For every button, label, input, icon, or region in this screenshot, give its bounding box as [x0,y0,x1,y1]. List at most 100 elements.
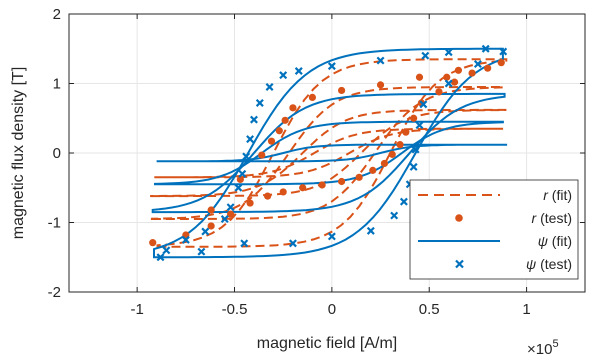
r-test-point [264,192,272,200]
series-0-loop [156,58,508,248]
x-axis-label: magnetic field [A/m] [257,335,398,352]
r-test-point [338,177,346,186]
legend-label-symbol: ψ [538,233,548,249]
psi-test-point-stroke [181,235,190,244]
psi-test-point-stroke [255,98,264,107]
r-test-point [275,127,283,135]
r-test-point [468,69,476,77]
legend-label-symbol: ψ [526,256,536,272]
r-test-point [435,88,443,96]
psi-test-point-stroke [240,239,249,248]
series-2-loop [153,47,504,259]
psi-test-point [444,48,453,57]
r-test-point [279,188,287,196]
psi-test-point [294,67,303,75]
psi-test-point-stroke [473,60,482,69]
legend-label-suffix: (fit) [548,187,572,203]
legend: r (fit) r (test) ψ (fit) ψ (test) [409,179,579,280]
r-test-point [443,73,451,81]
x-tick-label: 0.5 [419,301,440,318]
x-tick-label: -1 [130,301,143,318]
psi-test-point [376,56,385,65]
psi-test-point [409,162,418,171]
series-2-loop [154,120,504,186]
psi-test-point [473,60,482,69]
psi-test-point [366,226,375,235]
legend-swatch-dot [455,214,463,222]
r-test-point [289,104,297,112]
legend-swatch-x [455,259,464,269]
y-axis-label: magnetic flux density [T] [10,67,27,240]
r-test-point [380,159,389,168]
psi-test-point-stroke [390,211,399,220]
r-test-point [149,239,157,247]
psi-test-point-stroke [415,121,424,130]
r-test-point [308,93,316,101]
psi-test-point [242,152,251,161]
r-test-point [318,181,326,189]
legend-entry: r (fit) [418,187,572,203]
x-multiplier-exponent: 5 [552,338,558,350]
psi-test-point [181,235,190,244]
r-test-point [415,73,424,81]
tick-layer: -1 -0.5 0 0.5 1 -2 -1 0 1 2 [48,6,585,318]
psi-test-point-stroke [481,44,490,53]
psi-test-point-stroke [250,115,258,124]
psi-test-point [499,47,508,56]
psi-test-point-stroke [444,79,453,88]
r-test-point [207,206,215,214]
psi-test-point-stroke [327,62,336,71]
legend-label: ψ (test) [526,256,572,272]
r-test-point [388,150,396,158]
x-tick-label: 0 [328,301,336,318]
psi-test-point [240,239,249,248]
y-tick-label: -2 [48,284,61,301]
legend-entry: r (test) [455,210,572,226]
y-tick-label: -1 [48,215,61,232]
r-test-point [236,175,244,184]
psi-test-point [288,239,297,248]
psi-test-point [444,79,453,88]
psi-test-point-stroke [366,226,375,235]
x-tick-label: 1 [522,301,530,318]
r-test-point [258,151,266,159]
y-tick-label: 2 [53,6,61,23]
legend-label-symbol: r [532,210,538,226]
series-0-loop [150,86,505,220]
r-test-point [281,116,289,124]
psi-test-point [279,71,288,80]
psi-test-point-stroke [201,227,210,236]
r-test-point [369,166,377,174]
psi-test-point [250,115,258,124]
r-test-point [410,114,418,122]
psi-test-point-stroke [288,239,297,248]
psi-test-point-stroke [246,135,255,144]
psi-test-point-stroke [226,203,235,212]
psi-test-point [255,98,264,107]
psi-test-point [399,197,408,206]
psi-test-point [156,253,165,262]
psi-test-point [411,145,420,154]
legend-label: r (fit) [543,187,572,203]
psi-test-point-stroke [265,82,274,91]
psi-test-point [197,247,206,256]
legend-box [409,179,579,280]
psi-test-point [238,169,247,178]
psi-test-point-stroke [399,197,408,206]
legend-label: r (test) [532,210,572,226]
psi-test-point-stroke [242,152,251,161]
legend-entry: ψ (test) [455,256,572,272]
psi-test-point [415,121,424,130]
psi-test-point-stroke [238,169,247,178]
r-test-point [402,128,410,136]
series-2-loop [156,143,508,163]
series-2-loop [151,92,506,214]
psi-test-point-stroke [419,100,428,109]
psi-test-point [162,246,171,255]
series-0-loop [150,108,507,198]
psi-test-point [220,215,229,224]
psi-test-point-stroke [234,183,243,192]
psi-test-point [327,62,336,71]
psi-test-point-stroke [444,48,453,57]
